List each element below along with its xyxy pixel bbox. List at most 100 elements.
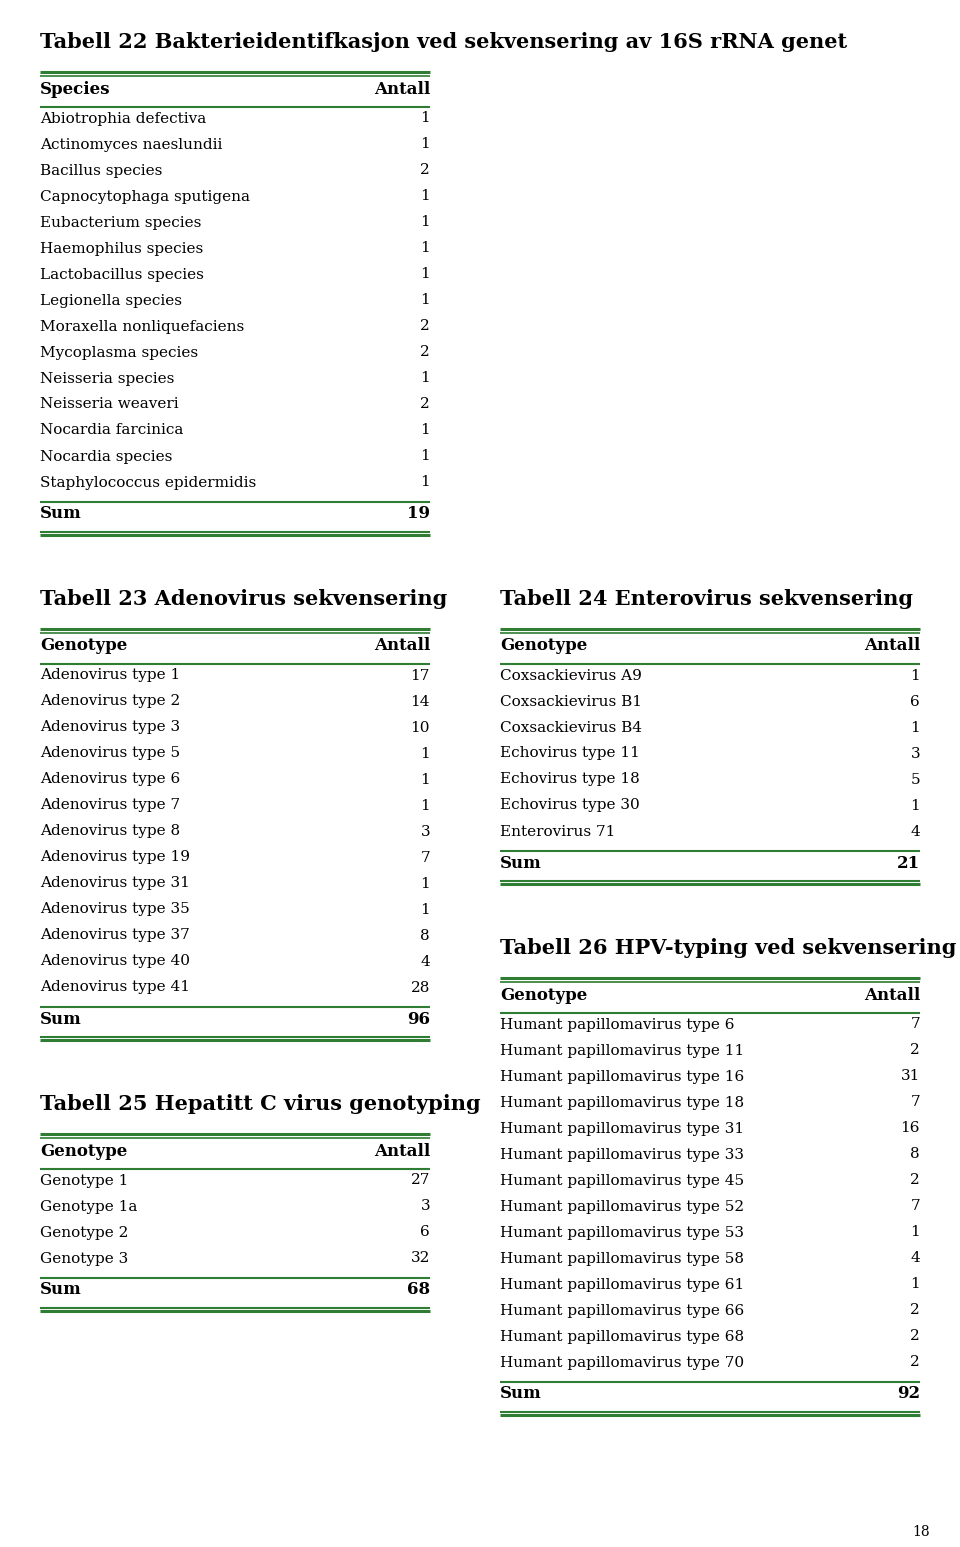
Text: 1: 1 (910, 668, 920, 682)
Text: Species: Species (40, 80, 110, 97)
Text: Humant papillomavirus type 11: Humant papillomavirus type 11 (500, 1044, 744, 1058)
Text: 1: 1 (420, 475, 430, 489)
Text: 2: 2 (910, 1355, 920, 1369)
Text: Sum: Sum (500, 1386, 541, 1403)
Text: Adenovirus type 3: Adenovirus type 3 (40, 721, 180, 735)
Text: 2: 2 (420, 320, 430, 334)
Text: 5: 5 (910, 772, 920, 786)
Text: 7: 7 (420, 851, 430, 865)
Text: Actinomyces naeslundii: Actinomyces naeslundii (40, 138, 223, 152)
Text: 3: 3 (420, 825, 430, 838)
Text: Adenovirus type 35: Adenovirus type 35 (40, 902, 190, 916)
Text: Genotype 1: Genotype 1 (40, 1174, 129, 1188)
Text: 2: 2 (420, 164, 430, 178)
Text: Echovirus type 11: Echovirus type 11 (500, 747, 640, 761)
Text: 21: 21 (897, 854, 920, 871)
Text: 1: 1 (420, 268, 430, 282)
Text: 8: 8 (420, 928, 430, 942)
Text: 2: 2 (420, 345, 430, 359)
Text: Bacillus species: Bacillus species (40, 164, 162, 178)
Text: Antall: Antall (373, 1143, 430, 1160)
Text: Humant papillomavirus type 53: Humant papillomavirus type 53 (500, 1225, 744, 1239)
Text: Nocardia farcinica: Nocardia farcinica (40, 424, 183, 438)
Text: Adenovirus type 19: Adenovirus type 19 (40, 851, 190, 865)
Text: Humant papillomavirus type 18: Humant papillomavirus type 18 (500, 1095, 744, 1109)
Text: Legionella species: Legionella species (40, 294, 182, 308)
Text: 31: 31 (900, 1069, 920, 1083)
Text: Tabell 25 Hepatitt C virus genotyping: Tabell 25 Hepatitt C virus genotyping (40, 1094, 481, 1114)
Text: 1: 1 (910, 721, 920, 735)
Text: Lactobacillus species: Lactobacillus species (40, 268, 204, 282)
Text: 14: 14 (411, 695, 430, 709)
Text: Antall: Antall (864, 637, 920, 654)
Text: 10: 10 (411, 721, 430, 735)
Text: 1: 1 (910, 1278, 920, 1292)
Text: Antall: Antall (864, 987, 920, 1004)
Text: 1: 1 (420, 424, 430, 438)
Text: Genotype 1a: Genotype 1a (40, 1199, 137, 1213)
Text: Genotype: Genotype (40, 1143, 128, 1160)
Text: Humant papillomavirus type 45: Humant papillomavirus type 45 (500, 1174, 744, 1188)
Text: Tabell 23 Adenovirus sekvensering: Tabell 23 Adenovirus sekvensering (40, 589, 447, 610)
Text: Coxsackievirus B4: Coxsackievirus B4 (500, 721, 642, 735)
Text: 2: 2 (910, 1329, 920, 1343)
Text: 1: 1 (910, 798, 920, 812)
Text: Adenovirus type 8: Adenovirus type 8 (40, 825, 180, 838)
Text: 4: 4 (910, 1252, 920, 1265)
Text: 1: 1 (420, 294, 430, 308)
Text: 18: 18 (912, 1525, 930, 1539)
Text: Neisseria weaveri: Neisseria weaveri (40, 398, 179, 412)
Text: 1: 1 (420, 371, 430, 385)
Text: Humant papillomavirus type 61: Humant papillomavirus type 61 (500, 1278, 744, 1292)
Text: Sum: Sum (40, 506, 82, 523)
Text: Abiotrophia defectiva: Abiotrophia defectiva (40, 111, 206, 125)
Text: 17: 17 (411, 668, 430, 682)
Text: 4: 4 (910, 825, 920, 838)
Text: Adenovirus type 40: Adenovirus type 40 (40, 954, 190, 968)
Text: Humant papillomavirus type 58: Humant papillomavirus type 58 (500, 1252, 744, 1265)
Text: 2: 2 (420, 398, 430, 412)
Text: Humant papillomavirus type 6: Humant papillomavirus type 6 (500, 1018, 734, 1032)
Text: 27: 27 (411, 1174, 430, 1188)
Text: Tabell 22 Bakterieidentifkasjon ved sekvensering av 16S rRNA genet: Tabell 22 Bakterieidentifkasjon ved sekv… (40, 32, 847, 53)
Text: Humant papillomavirus type 33: Humant papillomavirus type 33 (500, 1148, 744, 1162)
Text: 7: 7 (910, 1199, 920, 1213)
Text: 2: 2 (910, 1174, 920, 1188)
Text: 1: 1 (420, 902, 430, 916)
Text: Humant papillomavirus type 31: Humant papillomavirus type 31 (500, 1122, 744, 1135)
Text: 1: 1 (420, 450, 430, 464)
Text: 4: 4 (420, 954, 430, 968)
Text: 1: 1 (420, 111, 430, 125)
Text: Sum: Sum (500, 854, 541, 871)
Text: Genotype: Genotype (40, 637, 128, 654)
Text: Tabell 26 HPV-typing ved sekvensering: Tabell 26 HPV-typing ved sekvensering (500, 937, 956, 958)
Text: 1: 1 (910, 1225, 920, 1239)
Text: Nocardia species: Nocardia species (40, 450, 173, 464)
Text: 1: 1 (420, 241, 430, 255)
Text: Humant papillomavirus type 52: Humant papillomavirus type 52 (500, 1199, 744, 1213)
Text: 7: 7 (910, 1018, 920, 1032)
Text: Humant papillomavirus type 70: Humant papillomavirus type 70 (500, 1355, 744, 1369)
Text: Adenovirus type 7: Adenovirus type 7 (40, 798, 180, 812)
Text: Genotype 3: Genotype 3 (40, 1252, 129, 1265)
Text: Enterovirus 71: Enterovirus 71 (500, 825, 615, 838)
Text: Staphylococcus epidermidis: Staphylococcus epidermidis (40, 475, 256, 489)
Text: 96: 96 (407, 1010, 430, 1027)
Text: Adenovirus type 41: Adenovirus type 41 (40, 981, 190, 995)
Text: 2: 2 (910, 1304, 920, 1318)
Text: 7: 7 (910, 1095, 920, 1109)
Text: 6: 6 (420, 1225, 430, 1239)
Text: Adenovirus type 6: Adenovirus type 6 (40, 772, 180, 786)
Text: Humant papillomavirus type 16: Humant papillomavirus type 16 (500, 1069, 744, 1083)
Text: 1: 1 (420, 877, 430, 891)
Text: 68: 68 (407, 1281, 430, 1298)
Text: 19: 19 (407, 506, 430, 523)
Text: Sum: Sum (40, 1281, 82, 1298)
Text: Echovirus type 18: Echovirus type 18 (500, 772, 639, 786)
Text: Antall: Antall (373, 80, 430, 97)
Text: 1: 1 (420, 747, 430, 761)
Text: 32: 32 (411, 1252, 430, 1265)
Text: 16: 16 (900, 1122, 920, 1135)
Text: 1: 1 (420, 189, 430, 204)
Text: Moraxella nonliquefaciens: Moraxella nonliquefaciens (40, 320, 244, 334)
